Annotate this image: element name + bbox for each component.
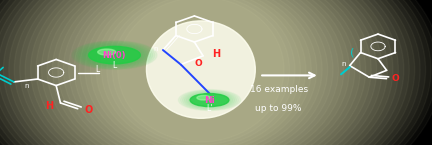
Text: n: n <box>25 83 29 89</box>
Circle shape <box>190 94 229 107</box>
Ellipse shape <box>146 21 255 118</box>
Circle shape <box>74 41 155 69</box>
Text: n: n <box>341 61 346 67</box>
Text: 16 examples: 16 examples <box>250 85 308 94</box>
Text: L: L <box>95 65 99 74</box>
Circle shape <box>184 92 235 108</box>
Text: n: n <box>153 46 157 52</box>
Circle shape <box>178 90 241 110</box>
Circle shape <box>98 49 116 55</box>
Text: Ni: Ni <box>204 96 215 105</box>
Circle shape <box>180 90 238 110</box>
Circle shape <box>89 46 140 64</box>
Text: O: O <box>84 105 93 115</box>
Text: up to 99%: up to 99% <box>255 104 302 113</box>
Text: (: ( <box>349 48 354 58</box>
Circle shape <box>78 43 151 67</box>
Circle shape <box>84 45 145 65</box>
Text: H: H <box>212 49 220 59</box>
Circle shape <box>197 96 210 100</box>
Circle shape <box>83 44 146 66</box>
Circle shape <box>80 44 149 67</box>
Circle shape <box>72 41 157 69</box>
Text: O: O <box>391 74 399 83</box>
Text: Ni(0): Ni(0) <box>103 51 126 60</box>
Text: O: O <box>194 59 202 68</box>
Text: L: L <box>112 61 117 70</box>
Circle shape <box>86 46 143 65</box>
Text: H: H <box>46 101 54 111</box>
Circle shape <box>188 93 231 107</box>
Circle shape <box>186 92 233 108</box>
Text: L': L' <box>206 104 213 113</box>
Circle shape <box>76 42 153 68</box>
Circle shape <box>182 91 237 109</box>
